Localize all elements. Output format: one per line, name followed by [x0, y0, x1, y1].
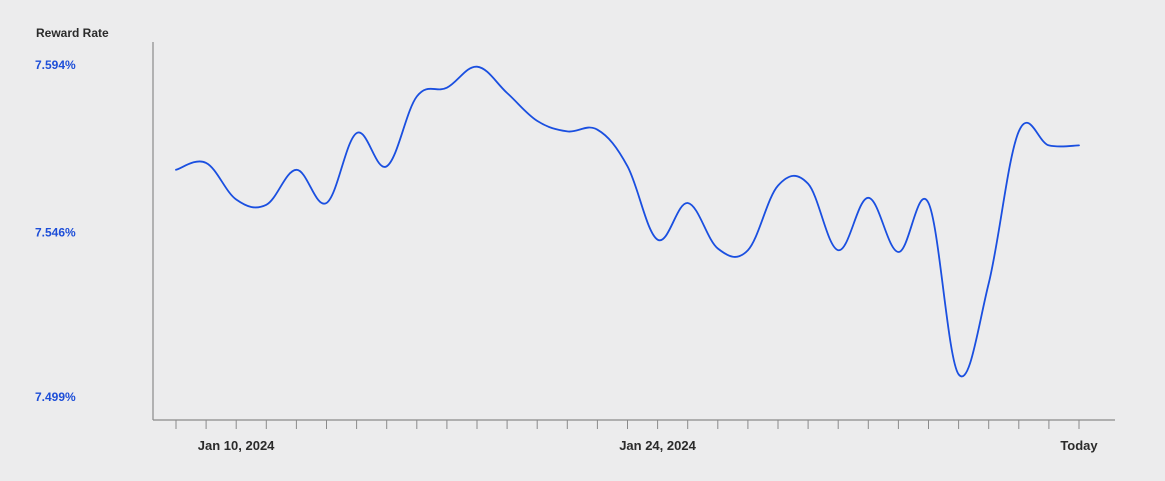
y-tick-label: 7.499%: [35, 390, 76, 404]
x-tick-label: Jan 10, 2024: [198, 438, 275, 453]
y-axis-title: Reward Rate: [36, 26, 109, 40]
x-tick-labels: Jan 10, 2024 Jan 24, 2024 Today: [198, 438, 1099, 453]
series-line: [175, 65, 1080, 378]
x-tick-label: Jan 24, 2024: [619, 438, 696, 453]
x-tick-label: Today: [1060, 438, 1098, 453]
y-tick-labels: 7.594% 7.546% 7.499%: [35, 58, 76, 404]
x-tick-marks: [175, 420, 1080, 429]
y-tick-label: 7.546%: [35, 226, 76, 240]
y-tick-label: 7.594%: [35, 58, 76, 72]
